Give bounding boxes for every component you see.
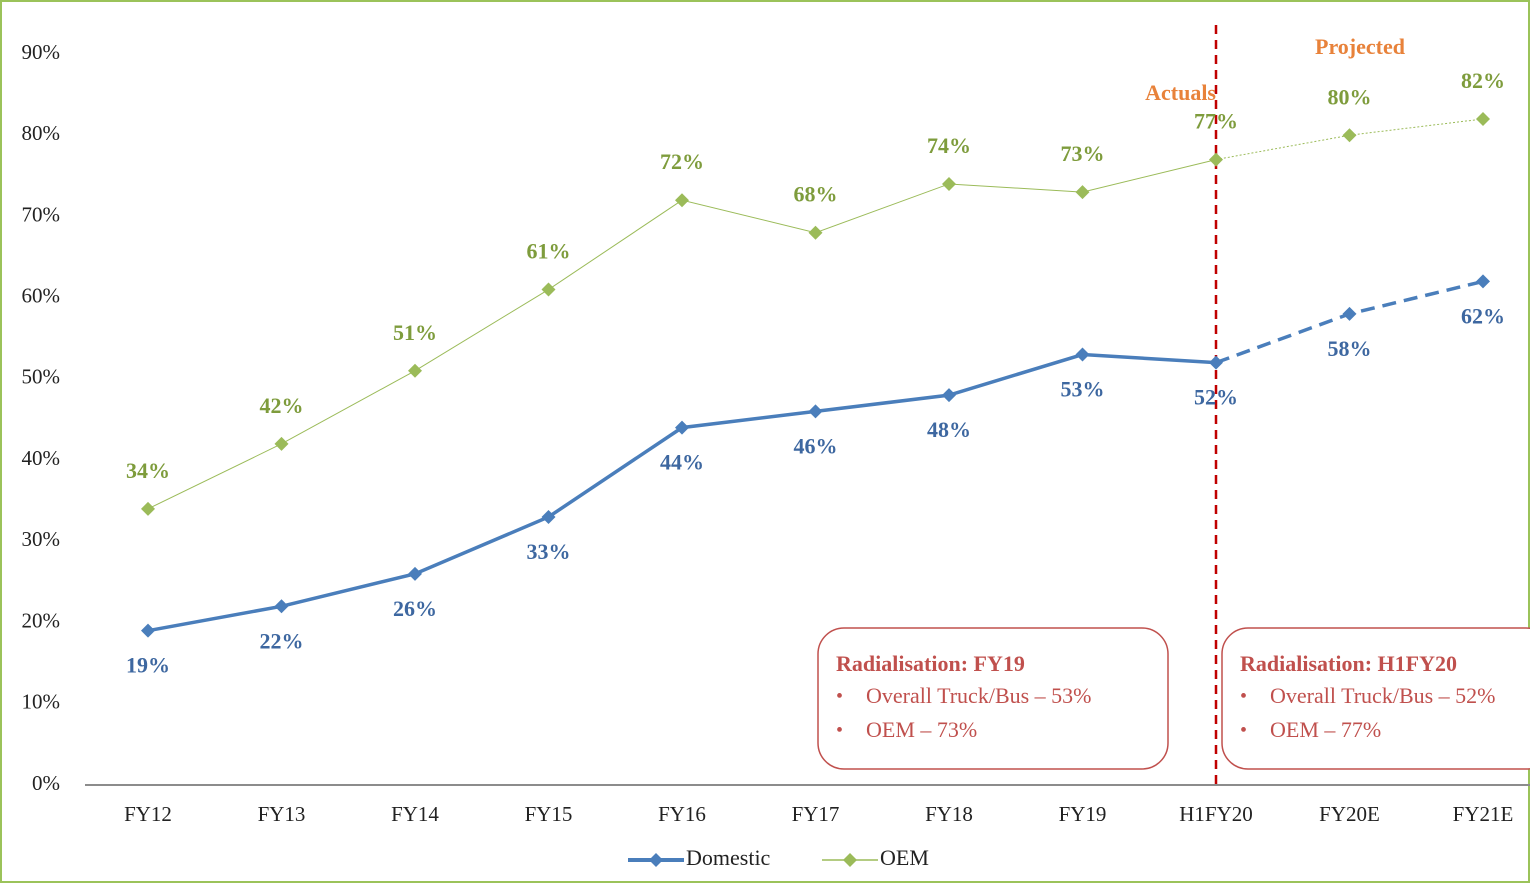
data-label: 80%: [1328, 84, 1372, 109]
x-tick-label: H1FY20: [1179, 802, 1253, 826]
box-line: Overall Truck/Bus – 52%: [1270, 683, 1496, 708]
data-label: 46%: [794, 433, 838, 458]
marker: [675, 420, 689, 435]
marker: [808, 404, 823, 419]
data-label: 53%: [1061, 377, 1105, 402]
box-title: Radialisation: H1FY20: [1240, 651, 1457, 676]
y-tick-label: 10%: [22, 690, 61, 714]
legend-marker: [843, 853, 857, 867]
y-tick-label: 0%: [32, 771, 60, 795]
legend-label: OEM: [880, 845, 929, 870]
data-label: 33%: [527, 539, 571, 564]
x-tick-label: FY14: [391, 802, 439, 826]
x-tick-label: FY15: [525, 802, 573, 826]
y-tick-label: 60%: [22, 283, 61, 307]
y-tick-label: 90%: [22, 40, 61, 64]
marker: [408, 363, 422, 378]
x-tick-label: FY20E: [1319, 802, 1380, 826]
marker: [1342, 128, 1357, 143]
data-label: 73%: [1061, 141, 1105, 166]
legend-label: Domestic: [686, 845, 771, 870]
marker: [1209, 355, 1223, 370]
marker: [808, 225, 823, 240]
info-box: [1221, 627, 1530, 770]
marker: [274, 599, 289, 614]
x-tick-label: FY18: [925, 802, 973, 826]
data-label: 61%: [527, 239, 571, 264]
data-label: 51%: [393, 320, 437, 345]
box-title: Radialisation: FY19: [836, 651, 1025, 676]
marker: [675, 193, 689, 208]
x-tick-label: FY12: [124, 802, 172, 826]
marker: [1075, 185, 1090, 200]
data-label: 22%: [260, 628, 304, 653]
annotation: Actuals: [1145, 80, 1216, 105]
data-label: 34%: [126, 458, 170, 483]
marker: [1342, 306, 1357, 321]
marker: [541, 509, 556, 524]
marker: [274, 436, 289, 451]
x-tick-label: FY13: [258, 802, 306, 826]
y-tick-label: 50%: [22, 365, 61, 389]
y-tick-label: 80%: [22, 121, 61, 145]
marker: [1476, 274, 1490, 289]
marker: [141, 501, 155, 516]
series-line: [147, 352, 1217, 633]
data-label: 26%: [393, 596, 437, 621]
x-tick-label: FY17: [792, 802, 840, 826]
data-label: 77%: [1194, 109, 1238, 134]
marker: [141, 623, 155, 638]
y-tick-label: 40%: [22, 446, 61, 470]
y-tick-label: 30%: [22, 527, 61, 551]
bullet: •: [836, 686, 843, 708]
box-line: OEM – 77%: [1270, 717, 1381, 742]
x-tick-label: FY21E: [1453, 802, 1514, 826]
marker: [1476, 111, 1490, 126]
box-line: OEM – 73%: [866, 717, 977, 742]
marker: [1075, 347, 1090, 362]
data-label: 72%: [660, 149, 704, 174]
data-label: 52%: [1194, 385, 1238, 410]
data-label: 82%: [1461, 68, 1505, 93]
y-tick-label: 20%: [22, 608, 61, 632]
bullet: •: [1240, 720, 1247, 742]
data-label: 42%: [260, 393, 304, 418]
bullet: •: [1240, 686, 1247, 708]
data-label: 58%: [1328, 336, 1372, 361]
legend-marker: [649, 853, 663, 867]
data-label: 62%: [1461, 303, 1505, 328]
marker: [942, 388, 956, 403]
info-box: [817, 627, 1169, 770]
y-tick-label: 70%: [22, 202, 61, 226]
data-label: 19%: [126, 653, 170, 678]
series-line: [1215, 118, 1484, 161]
data-label: 44%: [660, 450, 704, 475]
data-label: 68%: [794, 182, 838, 207]
x-tick-label: FY19: [1059, 802, 1107, 826]
annotation: Projected: [1315, 34, 1405, 59]
bullet: •: [836, 720, 843, 742]
x-tick-label: FY16: [658, 802, 706, 826]
data-label: 74%: [927, 133, 971, 158]
marker: [1209, 152, 1223, 167]
marker: [541, 282, 556, 297]
box-line: Overall Truck/Bus – 53%: [866, 683, 1092, 708]
marker: [408, 566, 422, 581]
marker: [942, 176, 956, 191]
data-label: 48%: [927, 417, 971, 442]
